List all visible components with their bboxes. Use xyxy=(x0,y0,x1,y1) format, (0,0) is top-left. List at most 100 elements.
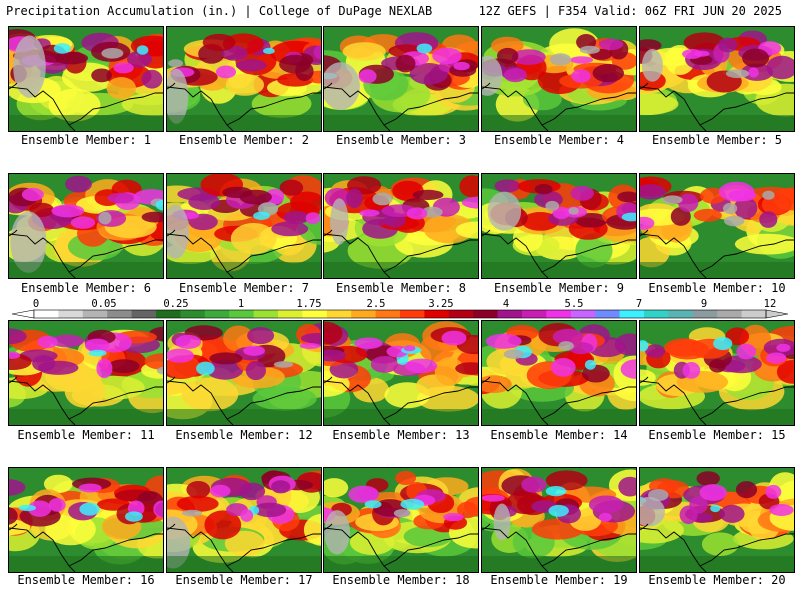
precip-field-svg xyxy=(9,174,163,278)
precip-field-svg xyxy=(9,27,163,131)
colorbar-swatch xyxy=(473,310,498,318)
precip-field-svg xyxy=(324,27,478,131)
ensemble-member-label: Ensemble Member: 19 xyxy=(490,573,628,587)
colorbar-swatch xyxy=(180,310,206,318)
ensemble-member-map xyxy=(481,320,637,426)
ensemble-member-map xyxy=(481,173,637,279)
ensemble-member-label: Ensemble Member: 10 xyxy=(648,281,786,295)
colorbar-swatch xyxy=(204,310,230,318)
border-outline xyxy=(640,523,794,572)
colorbar-swatch xyxy=(400,310,425,318)
colorbar-swatch xyxy=(326,310,352,318)
colorbar-tick-label: 12 xyxy=(764,298,777,310)
border-outline xyxy=(9,82,163,131)
ensemble-member-label: Ensemble Member: 7 xyxy=(178,281,310,295)
precip-field-svg xyxy=(640,321,794,425)
border-outline xyxy=(324,82,478,131)
border-outline xyxy=(324,229,478,278)
precip-field-svg xyxy=(167,468,321,572)
colorbar-swatch xyxy=(229,310,254,318)
colorbar-tick-label: 2.5 xyxy=(367,298,386,310)
colorbar-swatch xyxy=(351,310,376,318)
border-outline xyxy=(167,523,321,572)
precip-field-svg xyxy=(482,321,636,425)
colorbar-swatch xyxy=(253,310,279,318)
border-outline xyxy=(324,523,478,572)
ensemble-member-map xyxy=(323,320,479,426)
ensemble-member-label: Ensemble Member: 18 xyxy=(332,573,470,587)
ensemble-member-map xyxy=(166,173,322,279)
ensemble-member-map xyxy=(8,173,164,279)
border-outline xyxy=(9,229,163,278)
ensemble-member-map xyxy=(639,26,795,132)
colorbar-swatch xyxy=(570,310,596,318)
colorbar-swatch xyxy=(131,310,157,318)
colorbar-tick-label: 0 xyxy=(33,298,39,310)
colorbar-swatch xyxy=(278,310,303,318)
ensemble-member-label: Ensemble Member: 12 xyxy=(175,428,313,442)
colorbar-tick-label: 0.25 xyxy=(163,298,188,310)
ensemble-member-map xyxy=(481,467,637,573)
border-outline xyxy=(9,523,163,572)
colorbar-swatch xyxy=(546,310,572,318)
colorbar-swatch xyxy=(107,310,132,318)
colorbar-tick-label: 9 xyxy=(701,298,707,310)
ensemble-member-label: Ensemble Member: 6 xyxy=(20,281,152,295)
colorbar-svg: 0 0.05 0.25 1 1.75 2.5 3.25 4 5.5 7 9 12 xyxy=(11,298,789,319)
ensemble-member-label: Ensemble Member: 15 xyxy=(648,428,786,442)
ensemble-member-label: Ensemble Member: 1 xyxy=(20,133,152,147)
ensemble-member-label: Ensemble Member: 9 xyxy=(493,281,625,295)
precip-field-svg xyxy=(482,174,636,278)
precip-field-svg xyxy=(9,468,163,572)
product-title: Precipitation Accumulation (in.) | Colle… xyxy=(6,4,433,18)
ensemble-member-map xyxy=(639,467,795,573)
colorbar-swatch xyxy=(156,310,181,318)
ensemble-member-map xyxy=(8,467,164,573)
precip-field-svg xyxy=(640,174,794,278)
colorbar-swatch xyxy=(424,310,450,318)
ensemble-member-label: Ensemble Member: 13 xyxy=(332,428,470,442)
ensemble-member-map xyxy=(323,26,479,132)
colorbar-swatch xyxy=(595,310,620,318)
colorbar-legend: 0 0.05 0.25 1 1.75 2.5 3.25 4 5.5 7 9 12 xyxy=(8,298,792,320)
colorbar-swatch xyxy=(58,310,84,318)
precip-field-svg xyxy=(324,321,478,425)
colorbar-tick-label: 1 xyxy=(238,298,244,310)
colorbar-swatch xyxy=(668,310,694,318)
colorbar-tick-label: 5.5 xyxy=(565,298,584,310)
ensemble-member-map xyxy=(481,26,637,132)
ensemble-member-label: Ensemble Member: 14 xyxy=(490,428,628,442)
border-outline xyxy=(9,376,163,425)
border-outline xyxy=(482,376,636,425)
colorbar-swatch xyxy=(302,310,328,318)
colorbar-swatch xyxy=(741,310,767,318)
precip-field-svg xyxy=(167,174,321,278)
ensemble-member-label: Ensemble Member: 17 xyxy=(175,573,313,587)
colorbar-tick-label: 7 xyxy=(636,298,642,310)
colorbar-tick-label: 1.75 xyxy=(296,298,321,310)
precip-field-svg xyxy=(482,27,636,131)
border-outline xyxy=(324,376,478,425)
colorbar-swatch xyxy=(644,310,669,318)
ensemble-member-label: Ensemble Member: 4 xyxy=(493,133,625,147)
ensemble-member-map xyxy=(166,320,322,426)
colorbar-swatch xyxy=(34,310,59,318)
colorbar-tick-label: 0.05 xyxy=(91,298,116,310)
ensemble-member-label: Ensemble Member: 3 xyxy=(335,133,467,147)
border-outline xyxy=(482,82,636,131)
colorbar-min-arrow xyxy=(11,309,35,319)
run-valid-time: 12Z GEFS | F354 Valid: 06Z FRI JUN 20 20… xyxy=(478,4,782,18)
precip-field-svg xyxy=(167,27,321,131)
ensemble-member-map xyxy=(639,320,795,426)
border-outline xyxy=(482,523,636,572)
colorbar-swatch xyxy=(448,310,474,318)
colorbar-swatch xyxy=(522,310,547,318)
border-outline xyxy=(167,376,321,425)
colorbar-swatch xyxy=(497,310,523,318)
ensemble-member-map xyxy=(323,467,479,573)
precip-field-svg xyxy=(324,174,478,278)
precip-field-svg xyxy=(640,27,794,131)
colorbar-max-arrow xyxy=(765,309,789,319)
colorbar-swatch xyxy=(619,310,645,318)
ensemble-member-map xyxy=(166,26,322,132)
